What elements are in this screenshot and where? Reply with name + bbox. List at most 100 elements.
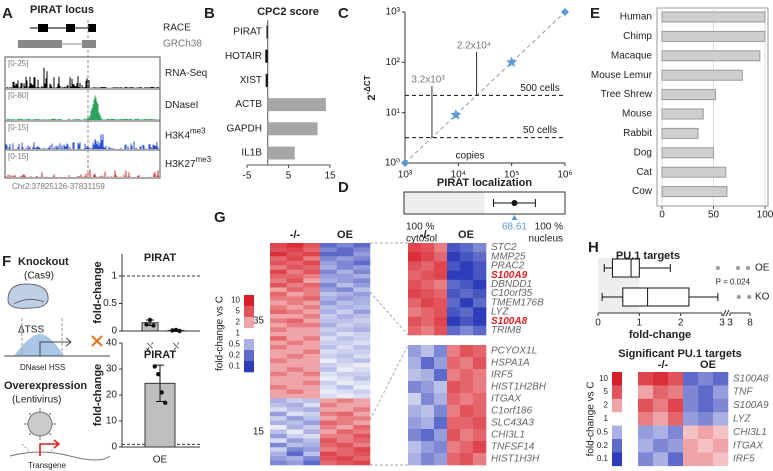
heatmap-cell	[303, 362, 321, 368]
zoom-cell	[408, 429, 422, 442]
heatmap-cell	[320, 345, 337, 350]
zoom-cell	[421, 307, 435, 317]
heatmap-cell	[336, 345, 354, 350]
heatmap-cell	[336, 314, 354, 319]
heatmap-cell	[286, 411, 304, 417]
heatmap-cell	[270, 362, 287, 368]
gene-label: TRIM8	[491, 325, 521, 336]
heatmap-cell	[270, 256, 287, 262]
heatmap-cell	[270, 451, 287, 457]
track-signal	[5, 95, 160, 120]
zoom-cell	[473, 405, 487, 418]
zoom-cell	[447, 441, 461, 454]
heatmap-cell	[286, 331, 304, 337]
heatmap-cell	[336, 354, 354, 359]
zoom-cell	[421, 381, 435, 394]
bar	[661, 186, 728, 198]
heatmap-cell	[353, 456, 371, 461]
heatmap-cell	[303, 451, 321, 457]
heatmap-h-cell	[653, 425, 669, 440]
heatmap-cell	[270, 305, 287, 310]
heatmap-cell	[336, 358, 354, 364]
heatmap-cell	[320, 385, 337, 390]
heatmap-cell	[336, 407, 354, 413]
bar	[265, 73, 268, 87]
category-label: Macaque	[611, 50, 653, 61]
heatmap-cell	[320, 291, 337, 297]
scale-swatch	[612, 425, 622, 440]
heatmap-cell	[303, 398, 321, 404]
heatmap-h-cell	[653, 412, 669, 426]
heatmap-h-cell	[698, 385, 714, 400]
heatmap-h-cell	[668, 439, 684, 453]
heatmap-h-cell	[698, 412, 714, 426]
zoom-cell	[460, 289, 474, 299]
heatmap-cell	[286, 345, 304, 350]
zoom-cell	[421, 289, 435, 299]
heatmap-cell	[320, 425, 337, 430]
heatmap-cell	[320, 305, 337, 310]
gene-label: STC2	[491, 242, 517, 253]
bar	[266, 25, 268, 39]
gene-label: CHI3L1	[491, 430, 525, 441]
site-label: DNaseI HSS	[20, 363, 65, 372]
heatmap-cell	[336, 260, 354, 266]
heatmap-cell	[320, 447, 337, 452]
heatmap-cell	[336, 256, 354, 262]
gene-label: HIST1H2BH	[491, 382, 547, 393]
heatmap-cell	[320, 296, 337, 302]
y-axis-label: 2-ΔCT	[363, 75, 378, 100]
zoom-cell	[408, 357, 422, 370]
heatmap-h-cell	[668, 385, 684, 400]
zoom-cell	[473, 369, 487, 382]
ko-locus	[4, 318, 110, 357]
panel-label: D	[338, 179, 349, 196]
heatmap-h-cell	[668, 452, 684, 467]
zoom-cell	[421, 325, 435, 336]
heatmap-cell	[336, 318, 354, 324]
heatmap-cell	[353, 300, 371, 306]
panel-label: G	[214, 209, 226, 226]
heatmap-cell	[336, 305, 354, 310]
data-point	[450, 109, 462, 120]
heatmap-cell	[320, 362, 337, 368]
heatmap-cell	[353, 291, 371, 297]
heatmap-cell	[353, 331, 371, 337]
heatmap-cell	[353, 389, 371, 395]
heatmap-cell	[320, 287, 337, 293]
scale-swatch	[244, 306, 254, 318]
heatmap-cell	[286, 247, 304, 253]
heatmap-cell	[270, 425, 287, 430]
heatmap-cell	[303, 389, 321, 395]
heatmap-cell	[303, 376, 321, 381]
outlier	[747, 295, 752, 299]
zoom-cell	[447, 405, 461, 418]
heatmap-cell	[353, 385, 371, 390]
heatmap-cell	[270, 358, 287, 364]
category-label: +/-	[142, 339, 158, 355]
heatmap-cell	[286, 314, 304, 319]
track-name: H3K4me3	[165, 127, 206, 142]
heatmap-h-cell	[713, 385, 729, 400]
heatmap-h-cell	[683, 439, 699, 453]
heatmap-cell	[320, 380, 337, 386]
left-label: cytosol	[406, 234, 437, 245]
category-label: ACTB	[235, 99, 262, 110]
category-label: Mouse Lemur	[591, 70, 653, 81]
heatmap-cell	[270, 278, 287, 284]
shade	[404, 192, 485, 214]
heatmap-cell	[303, 460, 321, 466]
heatmap-cell	[320, 398, 337, 404]
gene-label: LYZ	[733, 414, 751, 425]
axis-break-mark	[722, 309, 730, 317]
heatmap-cell	[320, 349, 337, 355]
heatmap-cell	[270, 291, 287, 297]
data-point	[506, 56, 518, 68]
panel-label: F	[2, 253, 11, 270]
data-point	[156, 372, 161, 377]
heatmap-cell	[320, 300, 337, 306]
y-tick-label: 10⁰	[385, 158, 400, 169]
zoom-cell	[460, 307, 474, 317]
heatmap-cell	[303, 260, 321, 266]
heatmap-cell	[270, 287, 287, 293]
